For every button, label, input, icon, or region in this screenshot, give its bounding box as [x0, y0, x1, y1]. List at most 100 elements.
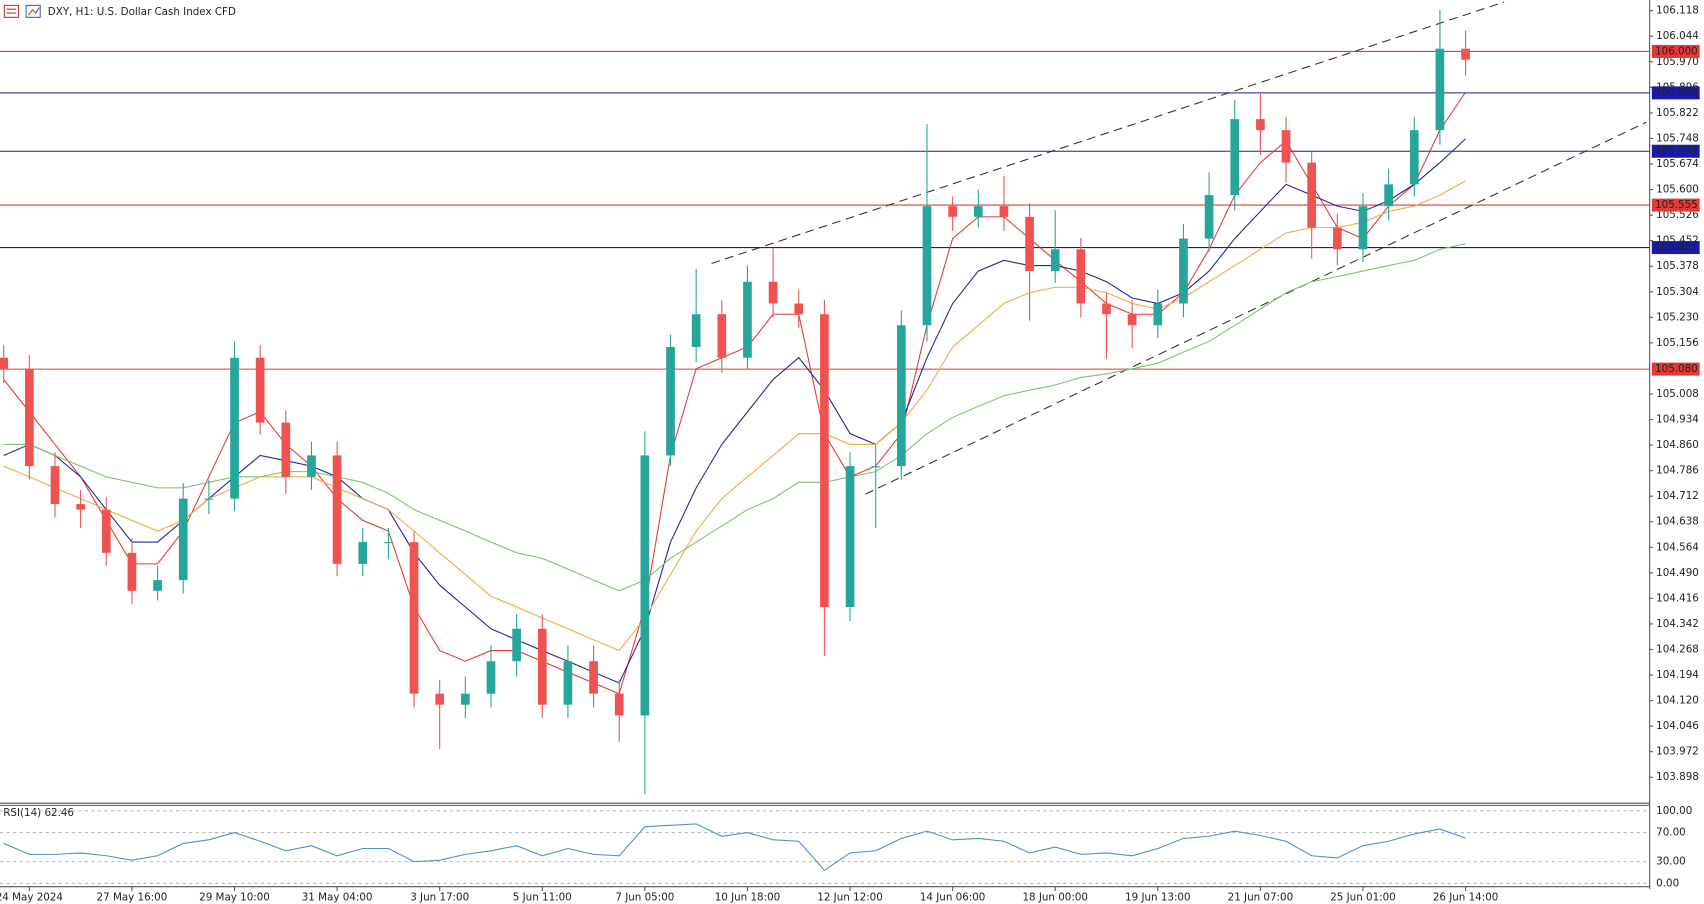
- candle-body: [999, 206, 1009, 217]
- menu-icon[interactable]: [3, 4, 20, 18]
- candle-body: [973, 206, 983, 217]
- x-tick-label: 25 Jun 01:00: [1330, 892, 1396, 904]
- chart-icon[interactable]: [25, 4, 41, 18]
- y-tick-label: 104.268: [1656, 643, 1699, 655]
- candle-body: [1384, 184, 1393, 207]
- y-tick-label: 104.194: [1656, 669, 1699, 681]
- candle-body: [307, 455, 316, 477]
- y-tick-label: 104.638: [1656, 516, 1699, 528]
- level-label: 105.432: [1655, 242, 1698, 254]
- x-tick-label: 21 Jun 07:00: [1228, 892, 1294, 904]
- y-tick-label: 100.00: [1656, 805, 1692, 817]
- x-tick-label: 7 Jun 05:00: [615, 892, 674, 904]
- candle-body: [24, 368, 34, 467]
- candle-body: [1153, 303, 1163, 326]
- candle-body: [1256, 119, 1265, 131]
- candle-body: [717, 314, 727, 358]
- y-tick-label: 104.860: [1656, 439, 1699, 451]
- candle-body: [1409, 130, 1419, 185]
- y-tick-label: 104.490: [1656, 567, 1699, 579]
- y-tick-label: 105.822: [1656, 107, 1699, 119]
- y-tick-label: 105.378: [1656, 260, 1699, 272]
- candle-body: [1127, 314, 1137, 326]
- level-label: 105.555: [1655, 199, 1698, 211]
- y-tick-label: 103.972: [1656, 746, 1699, 758]
- candle-body: [1050, 249, 1060, 272]
- level-label: 105.080: [1655, 363, 1698, 375]
- candle-body: [1461, 48, 1470, 60]
- candle-body: [1358, 206, 1368, 250]
- candle-body: [1076, 249, 1086, 304]
- y-tick-label: 105.156: [1656, 337, 1699, 349]
- candle-body: [845, 466, 855, 608]
- rsi-line: [3, 823, 1466, 872]
- candle-body: [50, 466, 60, 505]
- level-label: 106.000: [1655, 45, 1698, 57]
- candle-body: [640, 455, 650, 716]
- rsi-title: RSI(14) 62.46: [3, 807, 74, 819]
- level-label: 105.711: [1655, 145, 1698, 157]
- x-tick-label: 5 Jun 11:00: [513, 892, 572, 904]
- candle-body: [1435, 48, 1445, 131]
- moving-average: [3, 91, 1467, 695]
- candle-body: [153, 580, 162, 591]
- candle-body: [948, 206, 957, 217]
- candle-body: [1102, 303, 1111, 315]
- candle-body: [76, 504, 85, 510]
- candle-body: [332, 455, 342, 564]
- y-tick-label: 105.230: [1656, 311, 1699, 323]
- y-tick-label: 105.526: [1656, 209, 1699, 221]
- y-tick-label: 105.748: [1656, 132, 1699, 144]
- y-tick-label: 105.452: [1656, 235, 1699, 247]
- y-tick-label: 105.008: [1656, 388, 1699, 400]
- candle-body: [178, 498, 188, 581]
- candle-body: [896, 325, 906, 467]
- candle-body: [281, 422, 291, 477]
- candle-body: [1230, 119, 1240, 196]
- candle-body: [255, 357, 265, 423]
- candle-body: [409, 542, 419, 694]
- candle-body: [435, 693, 445, 705]
- candle-body: [691, 314, 701, 348]
- y-tick-label: 104.046: [1656, 720, 1699, 732]
- candle-body: [871, 466, 881, 468]
- candle-body: [1281, 130, 1291, 163]
- y-tick-label: 0.00: [1656, 877, 1679, 889]
- y-tick-label: 104.564: [1656, 541, 1699, 553]
- x-tick-label: 3 Jun 17:00: [410, 892, 469, 904]
- level-badge: [1651, 362, 1700, 376]
- y-tick-label: 106.044: [1656, 30, 1699, 42]
- x-tick-label: 10 Jun 18:00: [715, 892, 781, 904]
- level-badge: [1651, 86, 1700, 100]
- candle-body: [127, 552, 137, 591]
- chart-title: DXY, H1: U.S. Dollar Cash Index CFD: [48, 6, 236, 18]
- y-tick-label: 103.898: [1656, 771, 1699, 783]
- candle-body: [922, 206, 932, 326]
- y-tick-label: 104.342: [1656, 618, 1699, 630]
- y-tick-label: 105.304: [1656, 286, 1699, 298]
- moving-average: [3, 243, 1466, 592]
- y-tick-label: 104.120: [1656, 695, 1699, 707]
- x-tick-label: 18 Jun 00:00: [1022, 892, 1088, 904]
- candle-body: [101, 509, 111, 553]
- level-badge: [1651, 44, 1700, 58]
- candle-body: [563, 661, 573, 705]
- x-tick-label: 27 May 16:00: [97, 892, 168, 904]
- candle-body: [0, 357, 9, 369]
- candle-body: [358, 542, 368, 564]
- trend-line: [865, 121, 1647, 495]
- candle-body: [768, 281, 778, 304]
- y-tick-label: 104.786: [1656, 465, 1699, 477]
- candle-body: [1204, 195, 1214, 239]
- x-tick-label: 14 Jun 06:00: [920, 892, 986, 904]
- candle-body: [1025, 216, 1034, 272]
- candle-body: [1307, 162, 1317, 228]
- y-tick-label: 30.00: [1656, 856, 1686, 868]
- moving-average: [3, 138, 1466, 684]
- candle-body: [460, 693, 470, 705]
- candle-body: [204, 498, 214, 500]
- candle-body: [486, 661, 496, 694]
- x-tick-label: 19 Jun 13:00: [1125, 892, 1191, 904]
